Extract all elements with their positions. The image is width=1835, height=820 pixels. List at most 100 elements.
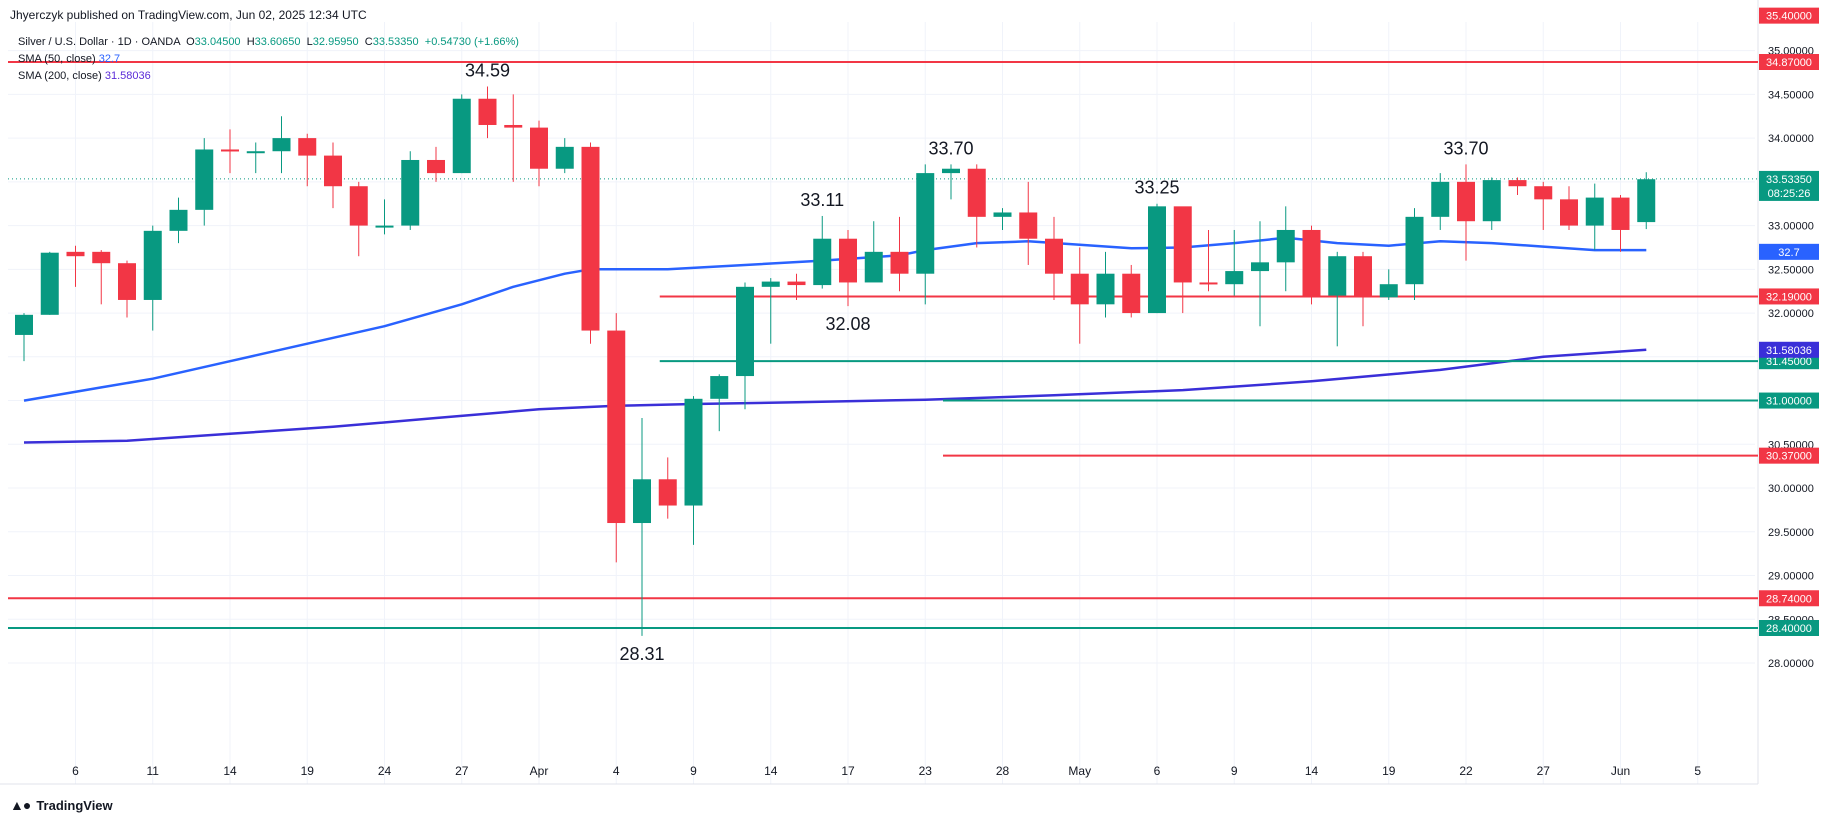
candle-body[interactable] xyxy=(1199,282,1218,285)
candle-body[interactable] xyxy=(1148,206,1166,314)
candle-body[interactable] xyxy=(66,251,85,257)
candle-body[interactable] xyxy=(221,149,239,152)
candle-body[interactable] xyxy=(143,230,162,300)
candle-body[interactable] xyxy=(1045,238,1063,274)
candle-body[interactable] xyxy=(916,173,935,274)
candle-body[interactable] xyxy=(890,251,909,274)
candle-body[interactable] xyxy=(1611,197,1630,230)
candle-body[interactable] xyxy=(530,127,548,169)
time-tick-label: 22 xyxy=(1459,764,1473,778)
tradingview-brand[interactable]: ▲● TradingView xyxy=(10,797,113,813)
price-annotation: 34.59 xyxy=(465,60,510,80)
time-tick-label: 23 xyxy=(919,764,933,778)
candle-body[interactable] xyxy=(1534,186,1553,200)
level-tag[interactable] xyxy=(1759,288,1819,305)
price-tag-text: 31.58036 xyxy=(1766,345,1812,357)
time-tick-label: Apr xyxy=(530,764,549,778)
candle-body[interactable] xyxy=(1328,256,1347,296)
candle-body[interactable] xyxy=(427,159,445,174)
price-tag[interactable] xyxy=(1759,243,1819,260)
candle-body[interactable] xyxy=(1122,273,1141,314)
candle-body[interactable] xyxy=(813,238,832,286)
candle-body[interactable] xyxy=(1457,181,1475,222)
candle-body[interactable] xyxy=(92,251,111,264)
time-tick-label: May xyxy=(1068,764,1091,778)
ohlc-close-label: C xyxy=(364,36,373,48)
candle-body[interactable] xyxy=(1225,271,1244,285)
candle-body[interactable] xyxy=(272,138,291,152)
candle-body[interactable] xyxy=(1482,180,1501,222)
candle-body[interactable] xyxy=(1508,180,1527,187)
candle-body[interactable] xyxy=(15,314,33,335)
symbol-row[interactable]: Silver / U.S. Dollar · 1D · OANDA O33.04… xyxy=(18,34,519,51)
candle-body[interactable] xyxy=(1405,216,1424,285)
candle-body[interactable] xyxy=(1096,273,1115,305)
candle-body[interactable] xyxy=(401,159,420,226)
sma50-label: SMA (50, close) xyxy=(18,53,96,65)
candle-body[interactable] xyxy=(555,146,574,169)
price-tick-label: 30.00000 xyxy=(1768,483,1814,495)
candle-body[interactable] xyxy=(736,286,754,377)
candle-body[interactable] xyxy=(1019,212,1038,239)
price-tag[interactable] xyxy=(1759,7,1819,24)
candle-body[interactable] xyxy=(942,168,960,174)
sma50-row[interactable]: SMA (50, close) 32.7 xyxy=(18,51,519,68)
price-tick-label: 28.00000 xyxy=(1768,658,1814,670)
level-tag[interactable] xyxy=(1759,54,1819,70)
candle-body[interactable] xyxy=(864,251,883,283)
candle-body[interactable] xyxy=(684,398,703,506)
level-tag[interactable] xyxy=(1759,590,1819,607)
candle-body[interactable] xyxy=(1431,181,1450,217)
candle-body[interactable] xyxy=(967,168,986,217)
level-tag-text: 31.45000 xyxy=(1766,356,1812,368)
level-tag[interactable] xyxy=(1759,620,1819,636)
candle-body[interactable] xyxy=(1302,229,1321,296)
candle-body[interactable] xyxy=(607,330,626,524)
ohlc-open: 33.04500 xyxy=(194,36,241,48)
candle-body[interactable] xyxy=(839,238,857,283)
candle-body[interactable] xyxy=(40,252,59,315)
level-tag-text: 28.74000 xyxy=(1766,593,1812,605)
candle-body[interactable] xyxy=(375,225,394,228)
candle-body[interactable] xyxy=(1354,256,1372,298)
candle-body[interactable] xyxy=(1585,197,1604,226)
candle-body[interactable] xyxy=(581,146,600,331)
candle-body[interactable] xyxy=(169,209,188,231)
candle-body[interactable] xyxy=(1637,179,1656,223)
candle-body[interactable] xyxy=(1251,262,1269,272)
candle-body[interactable] xyxy=(1560,199,1578,226)
candle-body[interactable] xyxy=(349,186,368,226)
sma200-line[interactable] xyxy=(23,348,1647,444)
price-tag[interactable] xyxy=(1759,341,1819,358)
sma200-row[interactable]: SMA (200, close) 31.58036 xyxy=(18,68,519,85)
candle-body[interactable] xyxy=(787,281,806,286)
price-tag-text: 33.53350 xyxy=(1766,174,1812,186)
price-annotation: 33.70 xyxy=(1443,138,1488,158)
candle-body[interactable] xyxy=(324,155,342,187)
symbol-name: Silver / U.S. Dollar · 1D · OANDA xyxy=(18,36,180,48)
candle-body[interactable] xyxy=(504,124,523,128)
price-tick-label: 32.00000 xyxy=(1768,308,1814,320)
candle-body[interactable] xyxy=(118,263,136,300)
price-tag[interactable] xyxy=(1759,170,1819,201)
candle-body[interactable] xyxy=(452,98,471,174)
candle-body[interactable] xyxy=(993,212,1012,217)
level-tag[interactable] xyxy=(1759,447,1819,464)
candle-body[interactable] xyxy=(1070,273,1089,305)
candle-body[interactable] xyxy=(658,479,677,506)
candle-body[interactable] xyxy=(298,138,317,156)
level-tag-text: 30.37000 xyxy=(1766,451,1812,463)
candle-body[interactable] xyxy=(1379,284,1398,298)
candle-body[interactable] xyxy=(633,479,651,524)
candle-body[interactable] xyxy=(761,281,780,287)
candle-body[interactable] xyxy=(1173,206,1192,283)
candle-body[interactable] xyxy=(1276,229,1295,263)
time-tick-label: 27 xyxy=(1537,764,1551,778)
candle-body[interactable] xyxy=(478,98,497,125)
candle-body[interactable] xyxy=(246,151,265,154)
brand-text: TradingView xyxy=(36,797,113,813)
level-tag[interactable] xyxy=(1759,392,1819,409)
candle-body[interactable] xyxy=(195,149,214,210)
candle-body[interactable] xyxy=(710,376,729,399)
